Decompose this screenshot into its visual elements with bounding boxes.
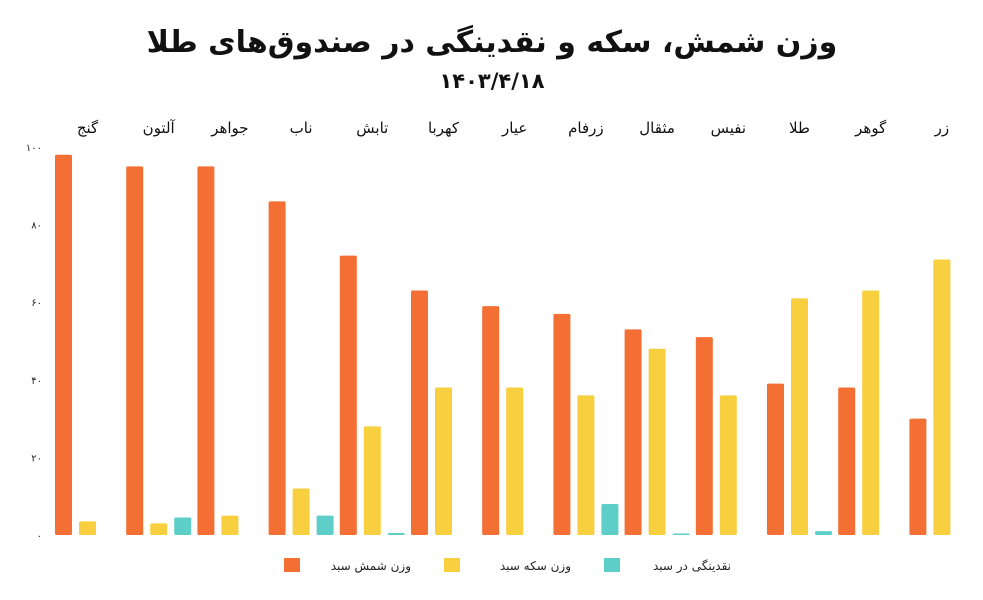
bar-cash <box>316 515 334 535</box>
bar-cash <box>174 517 192 535</box>
bar-bullion <box>197 166 215 535</box>
legend: وزن شمش سبد وزن سکه سبد نقدینگی در سبد <box>284 558 731 574</box>
bar-coin <box>933 259 951 535</box>
bar-coin <box>292 488 310 535</box>
bar-coin <box>363 426 381 535</box>
bar-bullion <box>482 306 500 535</box>
legend-label: وزن سکه سبد <box>500 559 571 574</box>
bar-bullion <box>55 154 72 535</box>
y-tick-label: ۶۰ <box>31 298 42 309</box>
bar-bullion <box>126 166 144 535</box>
category-label: عیار <box>501 119 527 137</box>
bar-bullion <box>268 201 286 535</box>
category-label: تابش <box>356 119 388 137</box>
y-tick-label: ۱۰۰ <box>26 143 42 154</box>
bar-coin <box>221 515 239 535</box>
legend-swatch <box>604 558 620 572</box>
legend-label: نقدینگی در سبد <box>653 559 731 574</box>
bar-bullion <box>909 418 927 535</box>
bar-coin <box>862 290 880 535</box>
legend-swatch <box>444 558 460 572</box>
category-label: زر <box>934 119 950 137</box>
category-label: گنج <box>77 119 99 137</box>
bar-cash <box>387 533 405 535</box>
y-tick-label: ۴۰ <box>31 376 42 387</box>
category-label: گوهر <box>854 119 887 137</box>
bar-coin <box>648 348 666 535</box>
bar-cash <box>815 531 832 535</box>
category-label: زرفام <box>568 119 604 137</box>
bar-bullion <box>339 255 357 535</box>
chart-title: وزن شمش، سکه و نقدینگی در صندوق‌های طلا <box>147 24 838 60</box>
bar-bullion <box>411 290 428 535</box>
bar-coin <box>435 387 452 535</box>
bar-bullion <box>553 313 571 535</box>
chart-subtitle: ۱۴۰۳/۴/۱۸ <box>439 69 544 93</box>
category-label: کهربا <box>428 119 460 137</box>
legend-label: وزن شمش سبد <box>331 559 411 574</box>
y-tick-label: ۲۰ <box>31 453 42 464</box>
category-label: طلا <box>789 119 810 137</box>
y-axis-ticks: ۰ ۲۰ ۴۰ ۶۰ ۸۰ ۱۰۰ <box>26 143 42 542</box>
bars <box>55 154 951 535</box>
category-label: ناب <box>290 119 313 137</box>
bar-cash <box>672 533 690 535</box>
category-label: جواهر <box>210 119 248 137</box>
legend-swatch <box>284 558 300 572</box>
category-label: نفیس <box>711 119 746 137</box>
bar-coin <box>79 521 96 535</box>
bar-bullion <box>838 387 856 535</box>
bar-coin <box>577 395 595 535</box>
bar-bullion <box>767 383 784 535</box>
category-label: آلتون <box>143 119 176 137</box>
bar-bullion <box>695 337 713 535</box>
bar-coin <box>719 395 737 535</box>
y-tick-label: ۰ <box>37 531 42 542</box>
bar-bullion <box>624 329 642 535</box>
category-labels: گنج آلتون جواهر ناب تابش کهربا عیار زرفام مثقال ن… <box>77 119 949 137</box>
bar-cash <box>601 503 619 535</box>
bar-coin <box>150 523 168 535</box>
y-tick-label: ۸۰ <box>31 221 42 232</box>
bar-coin <box>791 298 808 535</box>
category-label: مثقال <box>639 119 675 137</box>
bar-coin <box>506 387 524 535</box>
